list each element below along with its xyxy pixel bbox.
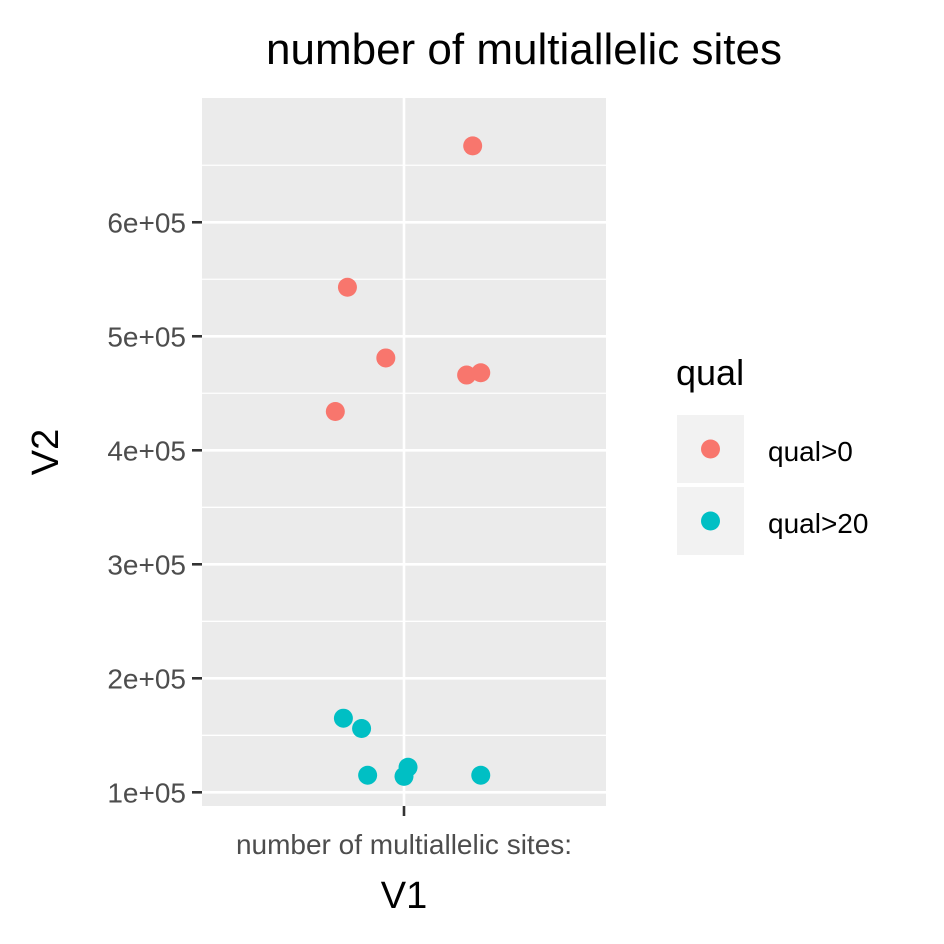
chart-title: number of multiallelic sites xyxy=(266,25,782,74)
data-point-qual-20 xyxy=(358,765,378,785)
y-tick-label: 6e+05 xyxy=(107,207,186,238)
data-points xyxy=(325,136,491,786)
y-tick-label: 2e+05 xyxy=(107,663,186,694)
major-grid xyxy=(202,98,606,806)
data-point-qual-20 xyxy=(471,765,491,785)
data-point-qual-0 xyxy=(376,348,396,368)
data-point-qual-20 xyxy=(352,718,372,738)
legend-label-qual-0: qual>0 xyxy=(768,436,853,467)
data-point-qual-0 xyxy=(457,365,477,385)
legend-title: qual xyxy=(676,352,744,393)
y-tick-label: 5e+05 xyxy=(107,321,186,352)
legend-key-qual-20 xyxy=(701,511,720,531)
data-point-qual-0 xyxy=(463,136,483,156)
y-tick-label: 4e+05 xyxy=(107,435,186,466)
data-point-qual-20 xyxy=(398,757,418,777)
x-axis-title: V1 xyxy=(381,875,427,917)
x-tick-label: number of multiallelic sites: xyxy=(236,829,572,860)
data-point-qual-0 xyxy=(337,277,357,297)
y-tick-label: 3e+05 xyxy=(107,549,186,580)
legend-key-qual-0 xyxy=(701,439,720,459)
y-axis-title: V2 xyxy=(25,429,67,475)
data-point-qual-20 xyxy=(333,708,353,728)
y-tick-label: 1e+05 xyxy=(107,777,186,808)
legend-label-qual-20: qual>20 xyxy=(768,508,868,539)
legend: qual qual>0 qual>20 xyxy=(676,352,868,555)
data-point-qual-0 xyxy=(471,363,491,383)
data-point-qual-0 xyxy=(325,402,345,422)
y-axis: 1e+05 2e+05 3e+05 4e+05 5e+05 6e+05 xyxy=(107,207,202,808)
